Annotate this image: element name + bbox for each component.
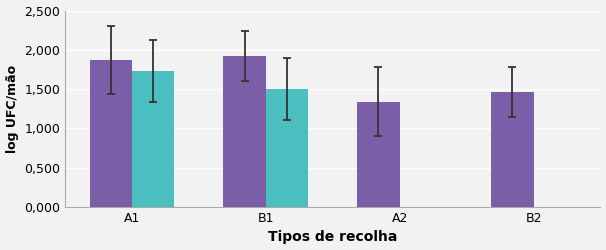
Bar [90, 60, 132, 207]
Bar [491, 92, 533, 207]
Bar [358, 102, 399, 207]
Bar [132, 71, 175, 207]
X-axis label: Tipos de recolha: Tipos de recolha [268, 230, 398, 244]
Bar [266, 89, 308, 207]
Y-axis label: log UFC/mão: log UFC/mão [5, 65, 19, 153]
Bar [224, 56, 266, 207]
